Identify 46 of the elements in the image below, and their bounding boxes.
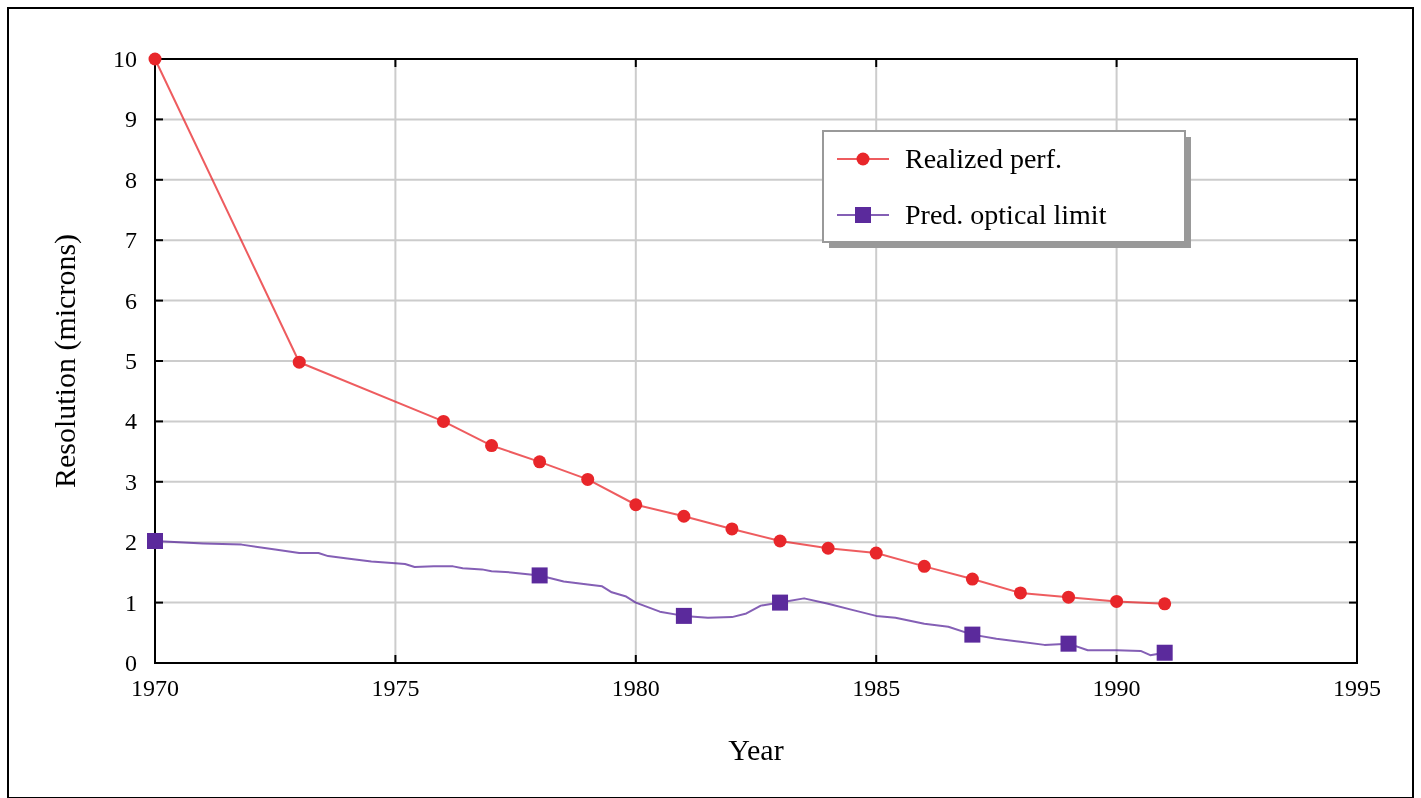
y-axis-title: Resolution (microns) bbox=[48, 233, 82, 489]
y-tick-label: 9 bbox=[125, 106, 137, 133]
point bbox=[147, 532, 163, 549]
point bbox=[1110, 594, 1124, 608]
y-tick-label: 5 bbox=[125, 348, 137, 374]
point bbox=[725, 522, 739, 536]
point bbox=[533, 455, 547, 469]
legend-label: Pred. optical limit bbox=[905, 199, 1107, 230]
point bbox=[292, 355, 306, 369]
point bbox=[773, 534, 787, 548]
y-tick-label: 2 bbox=[125, 529, 137, 556]
point bbox=[964, 626, 981, 643]
y-tick-label: 7 bbox=[125, 227, 137, 254]
point bbox=[1060, 635, 1077, 652]
y-tick-label: 0 bbox=[125, 650, 137, 676]
x-tick-label: 1980 bbox=[611, 675, 660, 701]
y-tick-label: 6 bbox=[125, 287, 137, 314]
point bbox=[148, 52, 162, 66]
point bbox=[869, 546, 883, 560]
point bbox=[917, 559, 931, 573]
x-tick-label: 1985 bbox=[852, 675, 901, 701]
point bbox=[436, 414, 450, 428]
y-tick-label: 10 bbox=[113, 46, 137, 72]
point bbox=[821, 541, 835, 555]
point bbox=[1156, 644, 1173, 661]
x-tick-label: 1975 bbox=[371, 675, 420, 701]
point bbox=[1013, 586, 1027, 600]
point bbox=[1158, 597, 1172, 611]
point bbox=[531, 567, 548, 584]
y-tick-label: 4 bbox=[125, 408, 137, 435]
legend-label: Realized perf. bbox=[905, 143, 1063, 174]
x-tick-label: 1970 bbox=[131, 675, 179, 701]
y-tick-label: 8 bbox=[125, 166, 137, 193]
point bbox=[677, 509, 691, 523]
x-tick-label: 1990 bbox=[1092, 675, 1141, 701]
point bbox=[675, 607, 692, 624]
x-axis-title: Year bbox=[728, 733, 784, 766]
point bbox=[965, 572, 979, 586]
point bbox=[629, 498, 643, 512]
x-tick-label: 1995 bbox=[1333, 675, 1381, 701]
point bbox=[581, 472, 595, 486]
point bbox=[772, 594, 789, 611]
point bbox=[1062, 590, 1076, 604]
y-tick-label: 1 bbox=[125, 589, 137, 616]
y-tick-label: 3 bbox=[125, 468, 137, 495]
point bbox=[485, 439, 499, 453]
